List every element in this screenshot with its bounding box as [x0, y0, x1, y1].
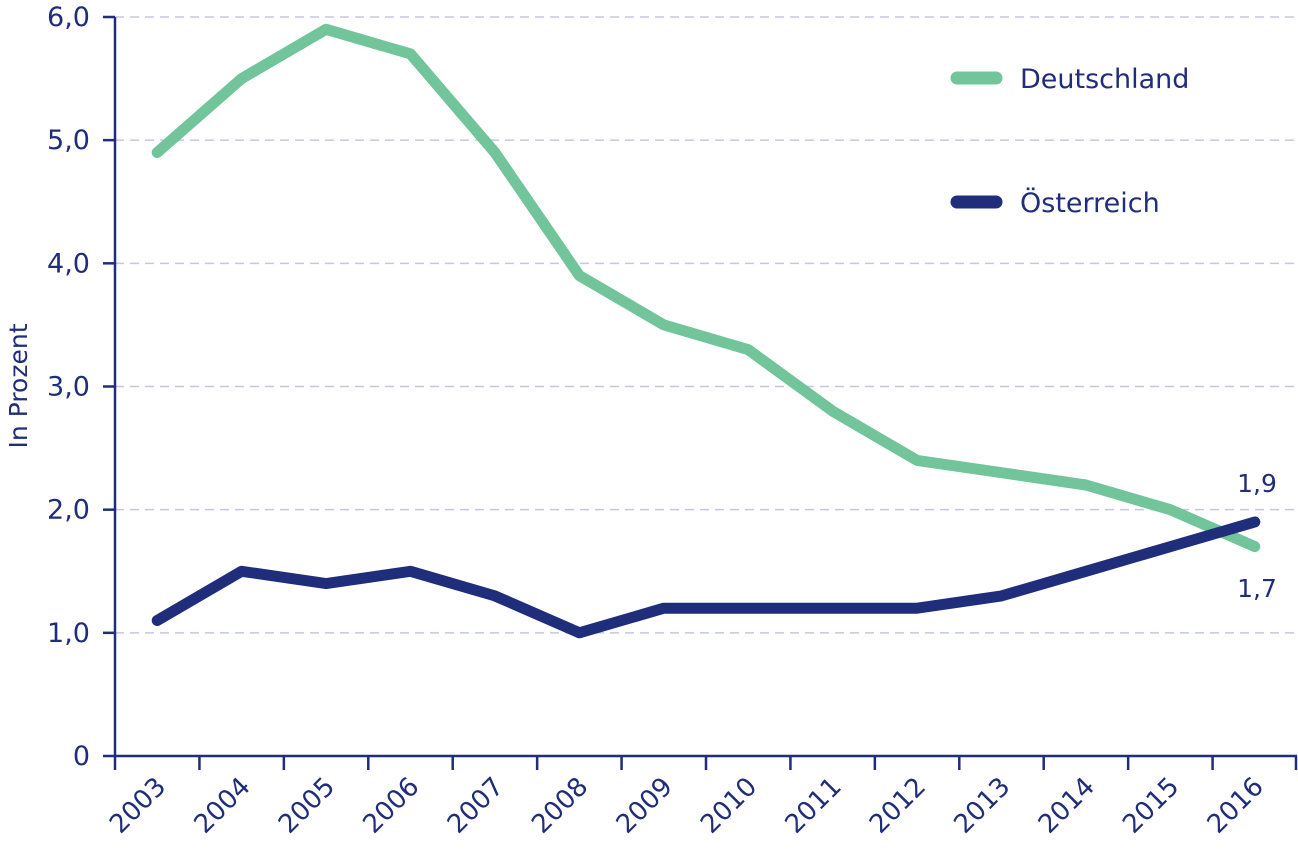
x-tick-label: 2015	[1117, 772, 1185, 840]
legend-label: Deutschland	[1020, 64, 1189, 95]
legend: Deutschland Österreich	[950, 64, 1189, 219]
end-label-oesterreich: 1,9	[1237, 469, 1277, 498]
series-line-deutschland	[151, 23, 1261, 553]
x-tick-label: 2010	[695, 772, 763, 840]
series-line-österreich	[151, 516, 1261, 639]
axes	[103, 15, 1298, 770]
x-tick-label: 2004	[189, 772, 257, 840]
y-tick-label: 1,0	[47, 618, 90, 649]
x-tick-label: 2008	[526, 772, 594, 840]
y-axis-label: In Prozent	[4, 323, 33, 448]
x-tick-label: 2006	[357, 772, 425, 840]
x-tick-label: 2016	[1202, 772, 1270, 840]
x-tick-label: 2007	[442, 772, 510, 840]
x-tick-label: 2009	[611, 772, 679, 840]
legend-label: Österreich	[1020, 187, 1160, 219]
x-tick-label: 2014	[1033, 772, 1101, 840]
series-lines	[151, 23, 1261, 639]
x-tick-label: 2005	[273, 772, 341, 840]
end-label-deutschland: 1,7	[1237, 574, 1277, 603]
x-tick-label: 2011	[780, 772, 848, 840]
y-tick-label: 0	[73, 741, 90, 772]
x-tick-label: 2003	[104, 772, 172, 840]
y-tick-label: 2,0	[47, 495, 90, 526]
gridlines	[115, 16, 1297, 634]
x-tick-label: 2012	[864, 772, 932, 840]
y-tick-label: 3,0	[47, 372, 90, 403]
x-tick-labels: 2003 2004 2005 2006 2007 2008 2009 2010 2011 2012…	[104, 772, 1270, 840]
x-tick-label: 2013	[948, 772, 1016, 840]
y-tick-label: 4,0	[47, 248, 90, 279]
y-tick-label: 5,0	[47, 125, 90, 156]
y-tick-labels: 0 1,0 2,0 3,0 4,0 5,0 6,0	[47, 2, 90, 772]
y-tick-label: 6,0	[47, 2, 90, 33]
